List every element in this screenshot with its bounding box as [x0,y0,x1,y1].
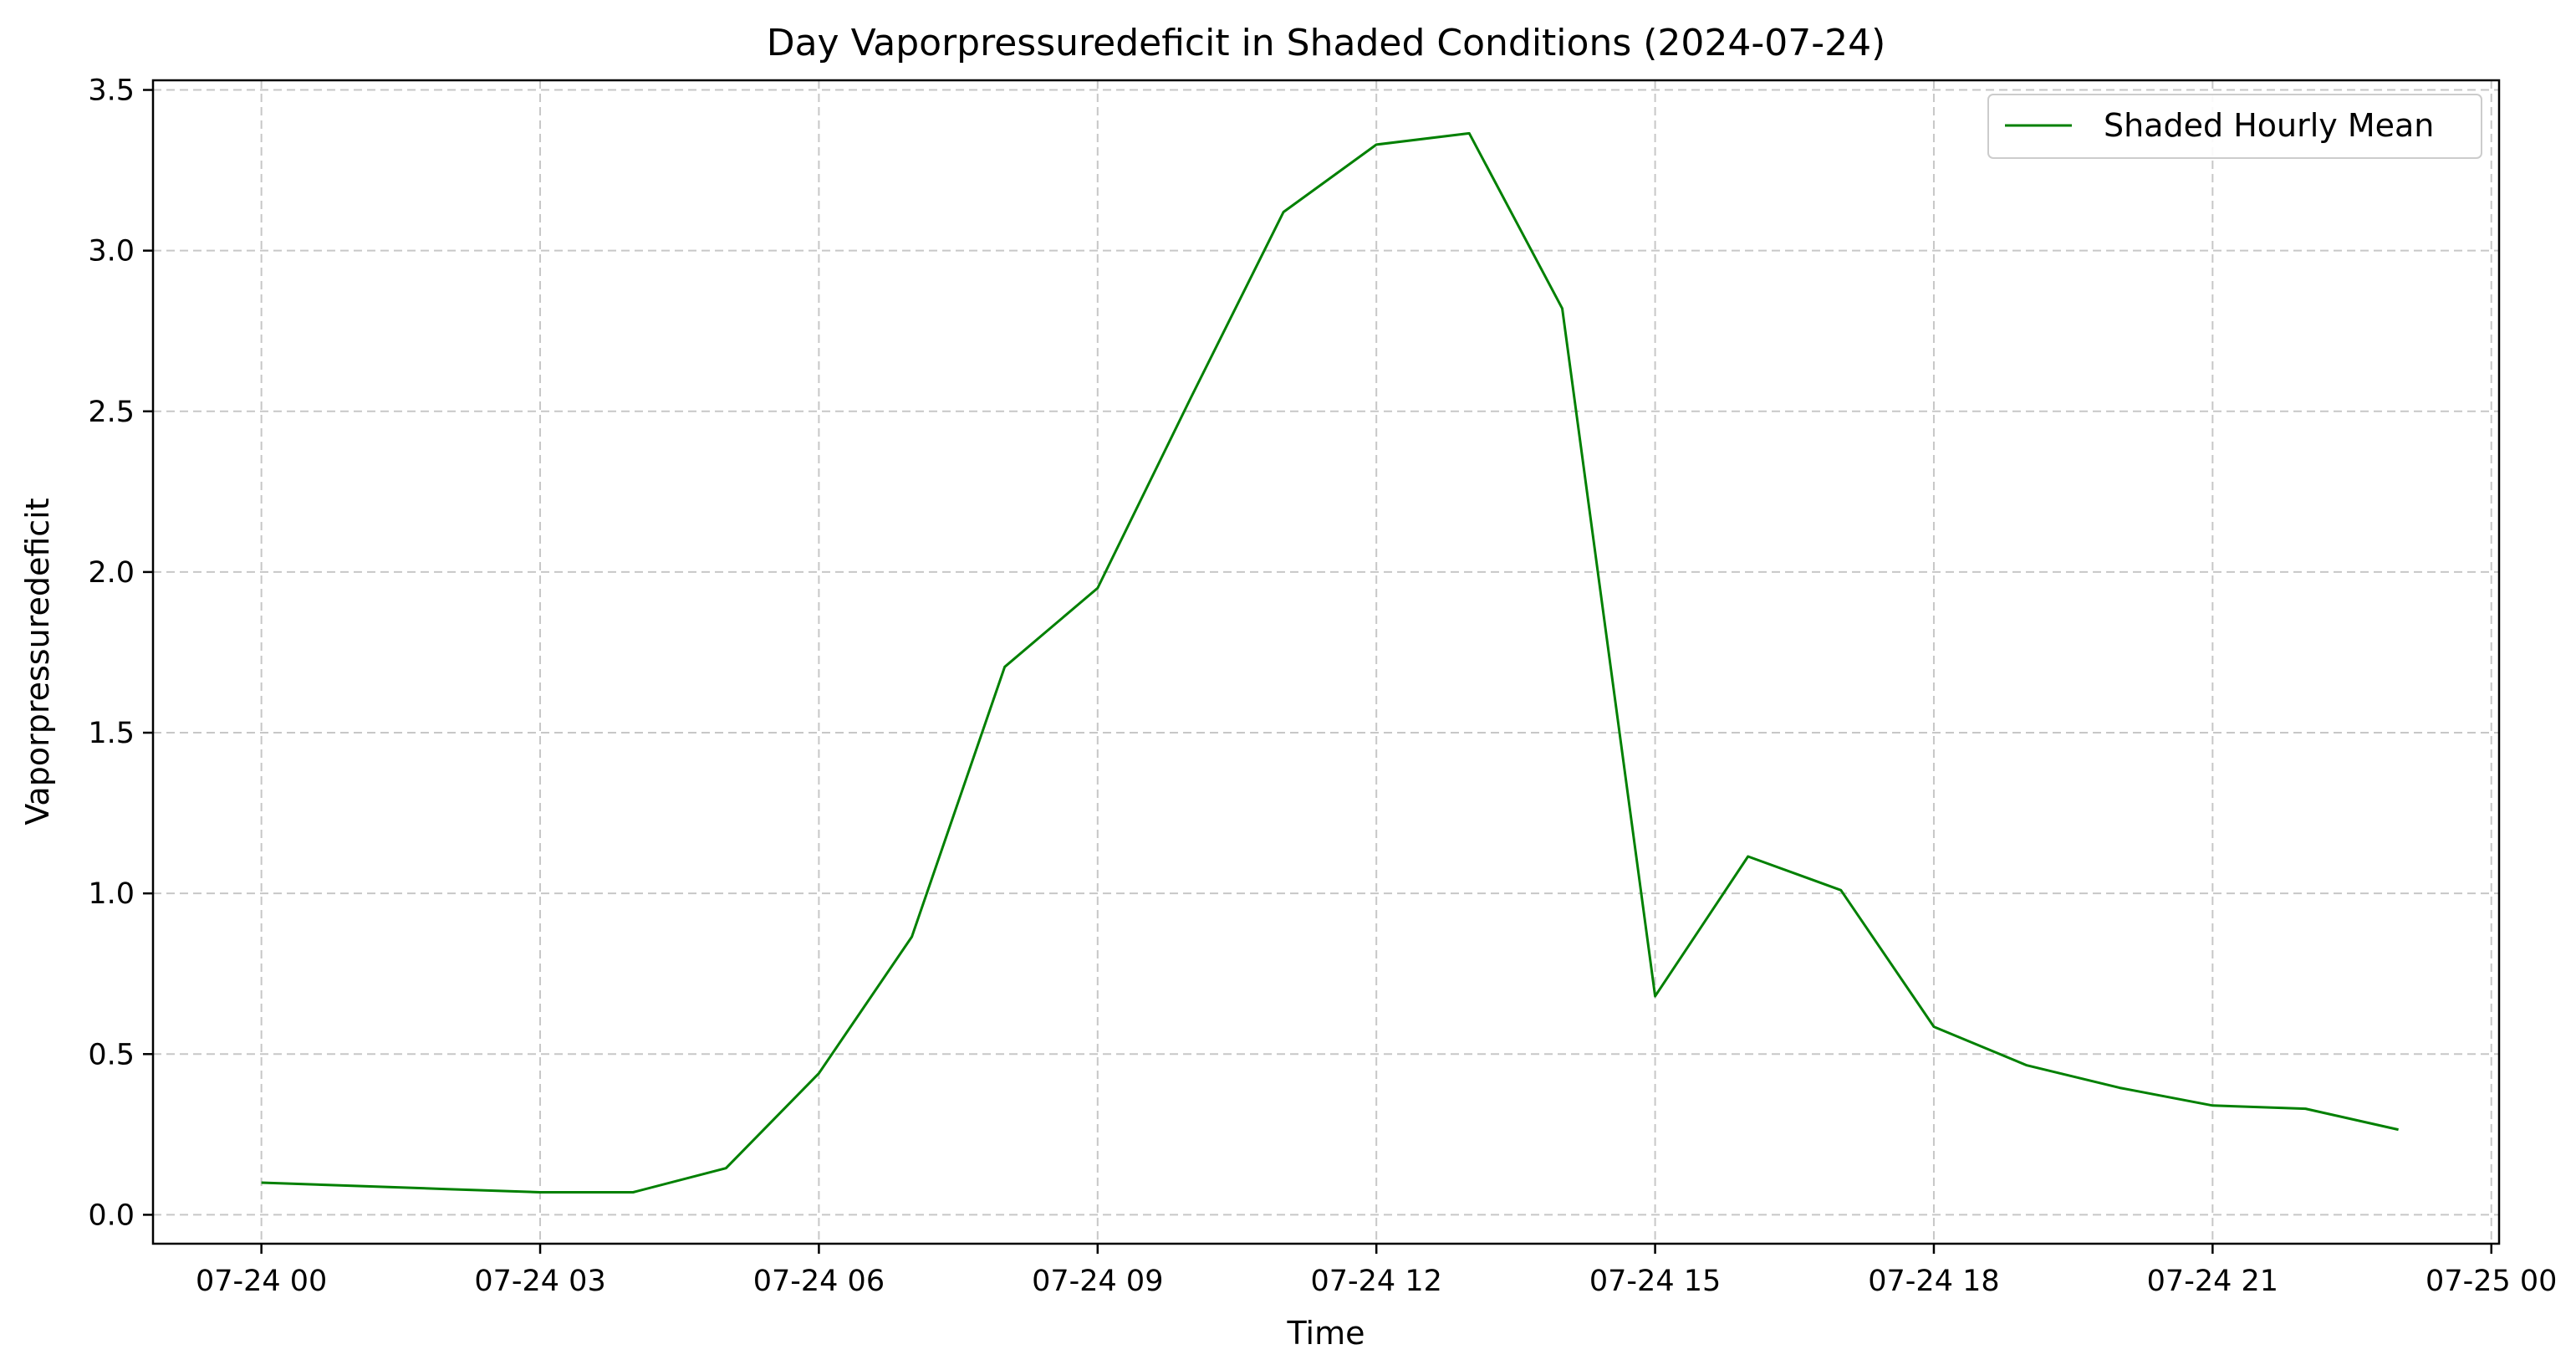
x-axis-label: Time [1287,1315,1365,1352]
y-tick-label: 2.0 [88,556,135,590]
y-tick-label: 1.5 [88,717,135,750]
plot-area-frame [151,79,2501,1245]
y-tick-label: 0.0 [88,1199,135,1232]
y-tick-label: 3.5 [88,74,135,108]
grid-lines [153,80,2499,1244]
y-tick-label: 0.5 [88,1038,135,1071]
legend: Shaded Hourly Mean [1987,94,2482,159]
x-tick-label: 07-24 00 [196,1265,327,1298]
legend-box [1987,94,2482,159]
x-tick-label: 07-25 00 [2426,1265,2557,1298]
series-line-shaded-hourly-mean [261,131,2399,1194]
x-tick-label: 07-24 06 [753,1265,885,1298]
x-tick-label: 07-24 09 [1032,1265,1163,1298]
x-tick-label: 07-24 21 [2147,1265,2278,1298]
legend-label: Shaded Hourly Mean [2104,107,2434,144]
series-layer [261,131,2399,1194]
x-tick-label: 07-24 03 [474,1265,605,1298]
y-axis-label: Vaporpressuredeficit [19,498,56,825]
x-tick-label: 07-24 12 [1311,1265,1442,1298]
y-tick-label: 1.0 [88,877,135,911]
axis-ticks: 07-24 00 07-24 03 07-24 06 07-24 09 07-24 12… [88,74,2557,1298]
chart-title: Day Vaporpressuredeficit in Shaded Condi… [767,22,1886,64]
y-tick-label: 3.0 [88,235,135,268]
x-tick-label: 07-24 15 [1589,1265,1721,1298]
y-tick-label: 2.5 [88,396,135,429]
x-tick-label: 07-24 18 [1868,1265,1999,1298]
